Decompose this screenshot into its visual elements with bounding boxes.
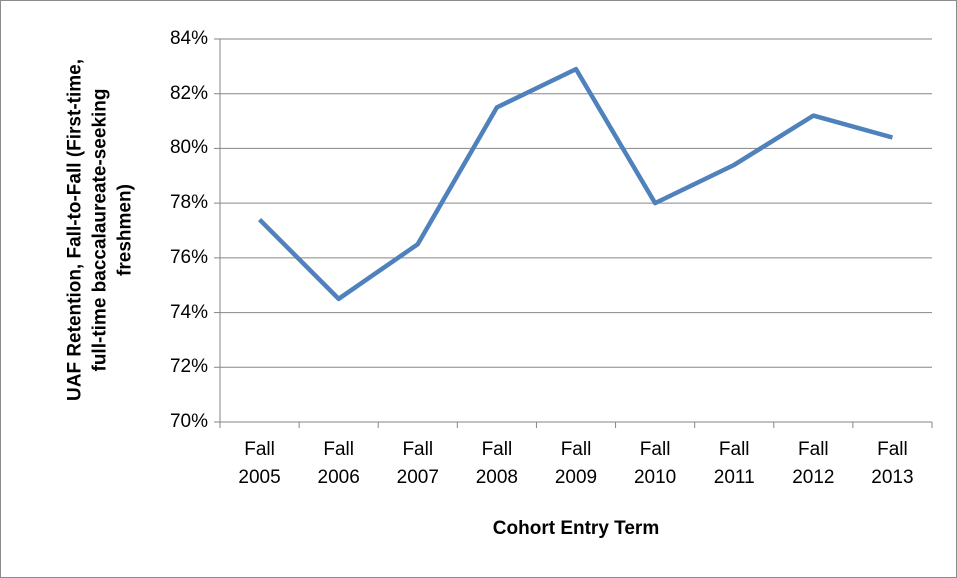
data-line — [257, 66, 894, 302]
x-tick-label: Fall 2008 — [475, 439, 519, 488]
y-tick-label: 72% — [169, 356, 208, 378]
x-tick-label: Fall 2005 — [238, 439, 281, 488]
y-tick-label: 84% — [169, 28, 208, 49]
x-tick-label: Fall 2007 — [396, 439, 439, 488]
x-tick-label: Fall 2011 — [713, 439, 755, 488]
y-tick-label: 74% — [169, 301, 208, 323]
x-axis-title: Cohort Entry Term — [492, 518, 660, 539]
y-tick-label: 70% — [169, 411, 208, 432]
x-tick-label: Fall 2010 — [633, 439, 677, 488]
x-tick-label: Fall 2012 — [792, 439, 835, 488]
y-tick-label: 76% — [169, 246, 208, 268]
y-tick-label: 82% — [169, 82, 208, 104]
y-axis-title: UAF Retention, Fall-to-Fall (First-time,… — [64, 59, 136, 401]
x-tick-label: Fall 2013 — [871, 439, 914, 488]
x-tick-label: Fall 2006 — [317, 439, 360, 488]
x-tick-label: Fall 2009 — [554, 439, 598, 488]
y-tick-label: 80% — [169, 137, 208, 159]
y-tick-label: 78% — [169, 192, 208, 214]
